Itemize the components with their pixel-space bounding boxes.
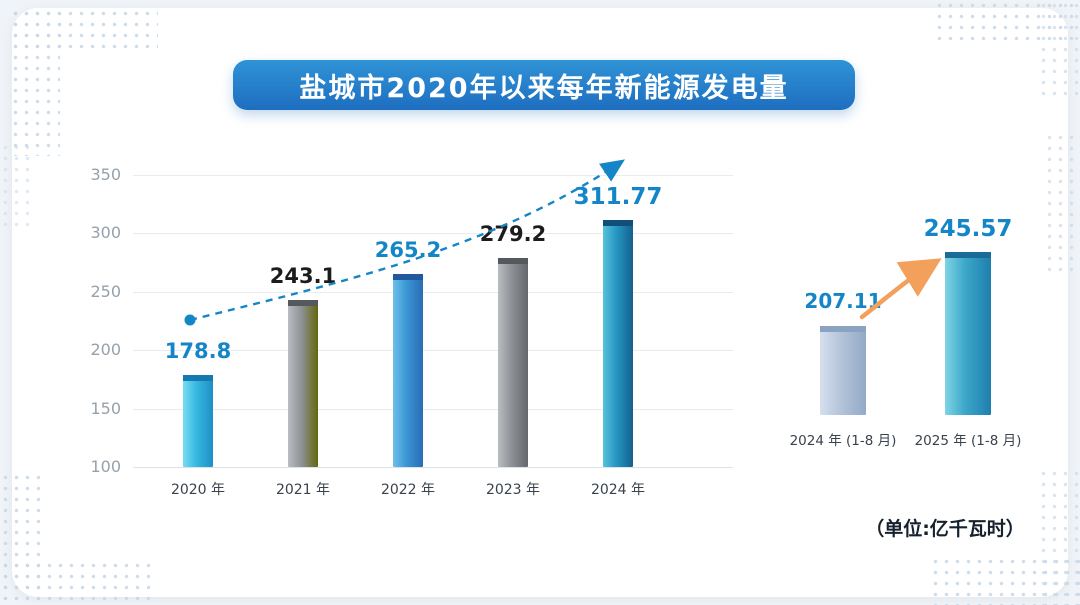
gridline-150 [133, 408, 733, 410]
gridline-300 [133, 233, 733, 235]
bar-2021 年 [288, 299, 318, 467]
bar-value-label: 265.2 [374, 238, 442, 263]
x-category-label: 2020 年 [170, 482, 226, 498]
x-axis-labels: 2020 年 2021 年 2022 年 2023 年 2024 年 [133, 479, 733, 501]
gridline-350 [133, 175, 733, 176]
bar-top-face [603, 219, 633, 226]
bar-value-label: 311.77 [573, 183, 663, 210]
y-tick-100: 100 [90, 457, 121, 476]
trend-start-dot-icon [184, 314, 196, 326]
chart-title: 盐城市2020年以来每年新能源发电量 [299, 72, 789, 104]
bar-top-face [288, 299, 318, 306]
x-category-label: 2022 年 [380, 482, 436, 498]
x-category-label: 2021 年 [275, 482, 331, 498]
bar-value-label: 178.8 [164, 338, 232, 363]
chart-title-banner: 盐城市2020年以来每年新能源发电量 [233, 60, 855, 110]
bar-2022 年 [393, 274, 423, 467]
bar-2020 年 [183, 374, 213, 467]
y-tick-300: 300 [90, 223, 121, 243]
bar-top-face [820, 325, 866, 332]
bar-value-label: 243.1 [269, 263, 337, 288]
unit-label: （单位:亿千瓦时） [865, 518, 1025, 540]
gridline-250 [133, 291, 733, 293]
x-category-label: 2023 年 [485, 482, 541, 498]
main-plot-area: 178.8 243.1 265.2 279.2 311.77 [133, 159, 733, 468]
bar-value-label: 279.2 [479, 221, 547, 246]
bar-value-label: 245.57 [923, 216, 1013, 243]
x-category-label: 2025 年 (1-8 月) [914, 433, 1022, 449]
dot-pattern-right-mid [1044, 132, 1080, 272]
dot-pattern-left-mid [0, 142, 30, 234]
side-plot-area: 207.11 245.57 [788, 216, 1058, 415]
bar-2023 年 [498, 257, 528, 467]
x-category-label: 2024 年 [590, 482, 646, 498]
y-tick-150: 150 [90, 398, 121, 418]
bar-2025 年 (1-8 月) [945, 252, 991, 415]
trend-arrow [184, 159, 625, 326]
dot-pattern-top-right-2 [1038, 0, 1080, 96]
side-x-axis-labels: 2024 年 (1-8 月) 2025 年 (1-8 月) [788, 429, 1058, 451]
y-tick-250: 250 [90, 281, 121, 301]
bar-2024 年 [603, 219, 633, 467]
dot-pattern-top-left-2 [10, 8, 158, 52]
y-axis: 350 300 250 200 150 100 [85, 165, 125, 476]
main-bar-chart: 350 300 250 200 150 100 178.8 243.1 265.2 279.2 3… [85, 159, 733, 505]
dot-pattern-bottom-left-2 [0, 560, 150, 605]
y-tick-350: 350 [90, 165, 121, 184]
bar-top-face [945, 252, 991, 259]
bar-value-label: 207.11 [804, 289, 882, 314]
bar-top-face [498, 257, 528, 264]
gridline-100 [133, 467, 733, 468]
bar-top-face [183, 374, 213, 381]
side-bar-chart: 207.11 245.57 2024 年 (1-8 月) 2025 年 (1-8 月… [788, 216, 1068, 455]
gridline-200 [133, 350, 733, 352]
bar-2024 年 (1-8 月) [820, 325, 866, 415]
y-tick-200: 200 [90, 340, 121, 360]
bar-top-face [393, 274, 423, 281]
x-category-label: 2024 年 (1-8 月) [789, 433, 897, 449]
dot-pattern-bottom-right-2 [1038, 468, 1080, 605]
